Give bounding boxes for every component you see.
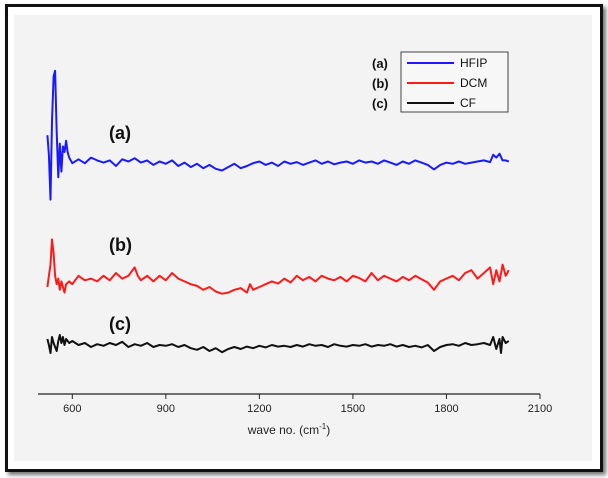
series-line-cf xyxy=(46,334,510,354)
legend-name-dcm: DCM xyxy=(460,76,487,90)
spectra-chart: 600 900 1200 1500 1800 2100 wave no. (cm-1) (… xyxy=(38,51,552,437)
x-tick-label: 2100 xyxy=(528,403,552,415)
legend-letter-b: (b) xyxy=(372,76,389,91)
x-ticks: 600 900 1200 1500 1800 2100 xyxy=(63,394,552,415)
x-tick-label: 1500 xyxy=(341,403,365,415)
x-tick-label: 1800 xyxy=(434,403,458,415)
legend: (a) (b) (c) HFIP DCM CF xyxy=(372,51,509,113)
legend-letter-c: (c) xyxy=(372,96,388,111)
legend-letter-a: (a) xyxy=(372,56,388,71)
x-tick-label: 1200 xyxy=(247,403,271,415)
x-tick-label: 600 xyxy=(63,403,81,415)
legend-name-cf: CF xyxy=(460,96,476,110)
curve-label-b: (b) xyxy=(109,235,132,255)
series-line-dcm xyxy=(46,238,510,295)
x-tick-label: 900 xyxy=(157,403,175,415)
curve-label-a: (a) xyxy=(109,123,131,143)
legend-name-hfip: HFIP xyxy=(460,56,487,70)
curve-label-c: (c) xyxy=(109,314,131,334)
series-line-hfip xyxy=(46,69,510,201)
figure-frame: 600 900 1200 1500 1800 2100 wave no. (cm-1) (… xyxy=(5,4,603,472)
x-axis-title: wave no. (cm-1) xyxy=(247,422,330,437)
series-layer xyxy=(46,69,510,354)
